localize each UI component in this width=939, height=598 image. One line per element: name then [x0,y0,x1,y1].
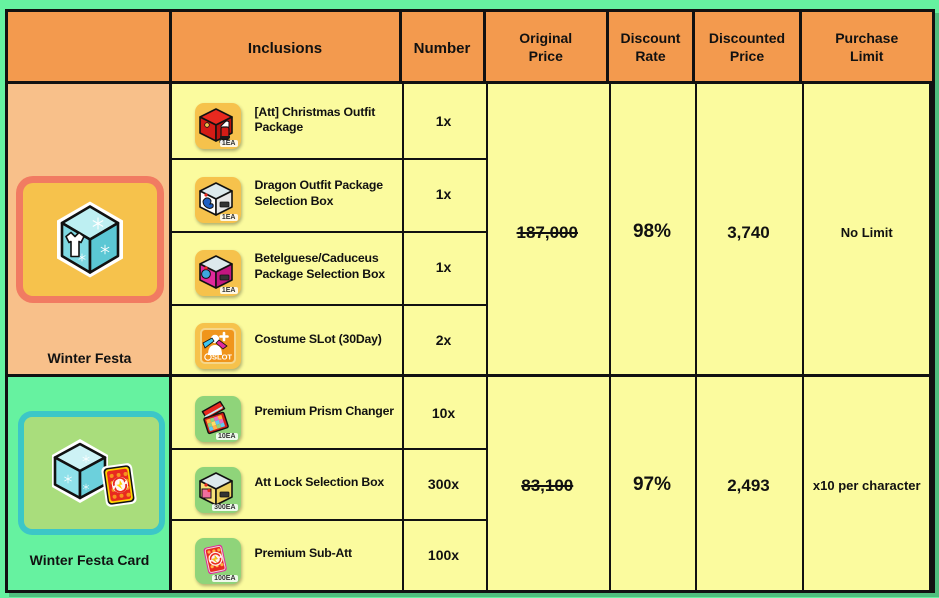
svg-text:SLOT: SLOT [212,353,232,362]
